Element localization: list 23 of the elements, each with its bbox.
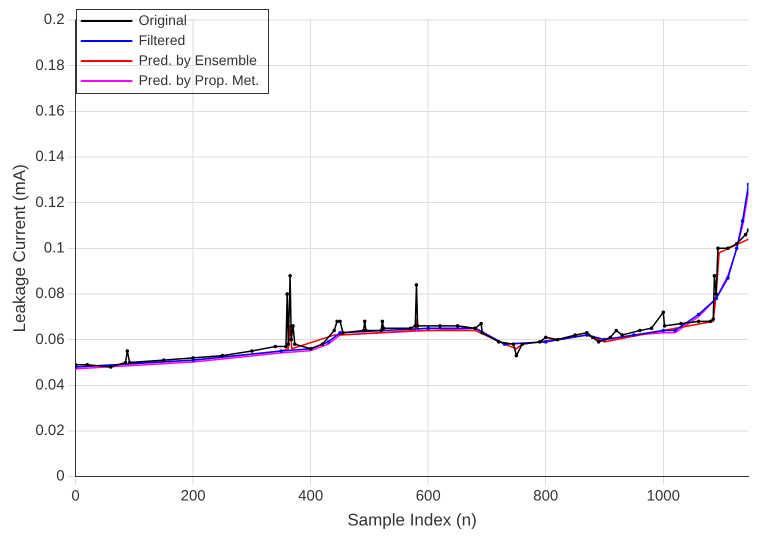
- y-tick-label: 0.1: [44, 239, 65, 256]
- x-axis-title: Sample Index (n): [347, 510, 477, 530]
- legend-label: Pred. by Prop. Met.: [138, 72, 260, 88]
- y-tick-label: 0.16: [35, 102, 65, 120]
- y-tick-label: 0.06: [35, 330, 65, 348]
- y-axis-title: Leakage Current (mA): [10, 164, 29, 332]
- y-tick-label: 0.18: [35, 56, 65, 74]
- x-tick-label: 800: [533, 488, 558, 505]
- y-tick-label: 0.14: [35, 148, 65, 166]
- legend-label: Pred. by Ensemble: [138, 52, 258, 68]
- y-tick-label: 0.2: [44, 11, 65, 28]
- x-tick-label: 600: [416, 488, 441, 505]
- x-tick-label: 1000: [646, 488, 680, 505]
- legend-label: Original: [138, 12, 187, 28]
- x-tick-label: 0: [71, 488, 80, 505]
- x-tick-label: 200: [180, 488, 206, 505]
- y-tick-label: 0.04: [35, 376, 65, 394]
- y-tick-label: 0: [56, 468, 65, 485]
- x-tick-label: 400: [298, 488, 324, 505]
- y-tick-label: 0.02: [35, 422, 65, 440]
- y-tick-label: 0.08: [35, 285, 65, 302]
- legend-label: Filtered: [138, 32, 186, 48]
- y-tick-label: 0.12: [35, 194, 65, 211]
